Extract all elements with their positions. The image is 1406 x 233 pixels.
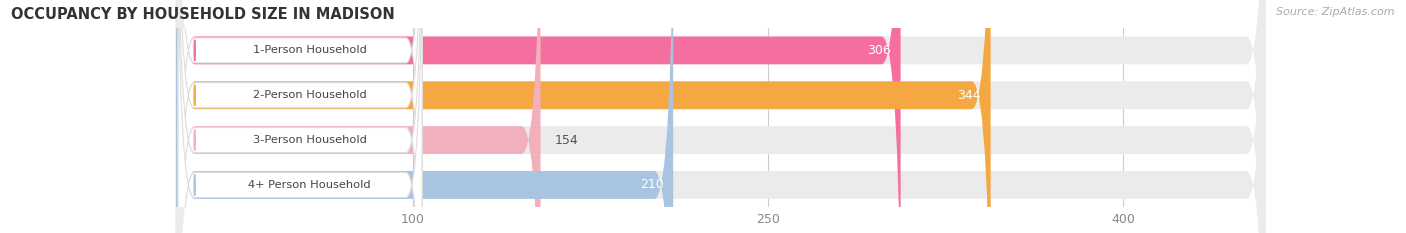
Text: 306: 306	[868, 44, 891, 57]
FancyBboxPatch shape	[176, 0, 901, 233]
Text: 1-Person Household: 1-Person Household	[253, 45, 367, 55]
FancyBboxPatch shape	[176, 0, 1265, 233]
Text: 344: 344	[957, 89, 981, 102]
FancyBboxPatch shape	[176, 0, 991, 233]
FancyBboxPatch shape	[176, 0, 540, 233]
FancyBboxPatch shape	[176, 0, 1265, 233]
Text: 210: 210	[640, 178, 664, 192]
Text: 154: 154	[555, 134, 578, 147]
FancyBboxPatch shape	[179, 0, 422, 233]
Text: 2-Person Household: 2-Person Household	[253, 90, 367, 100]
FancyBboxPatch shape	[176, 0, 673, 233]
Text: OCCUPANCY BY HOUSEHOLD SIZE IN MADISON: OCCUPANCY BY HOUSEHOLD SIZE IN MADISON	[11, 7, 395, 22]
Text: 4+ Person Household: 4+ Person Household	[249, 180, 371, 190]
Text: 3-Person Household: 3-Person Household	[253, 135, 367, 145]
FancyBboxPatch shape	[179, 0, 422, 233]
Text: Source: ZipAtlas.com: Source: ZipAtlas.com	[1277, 7, 1395, 17]
FancyBboxPatch shape	[179, 0, 422, 233]
FancyBboxPatch shape	[176, 0, 1265, 233]
FancyBboxPatch shape	[176, 0, 1265, 233]
FancyBboxPatch shape	[179, 0, 422, 233]
